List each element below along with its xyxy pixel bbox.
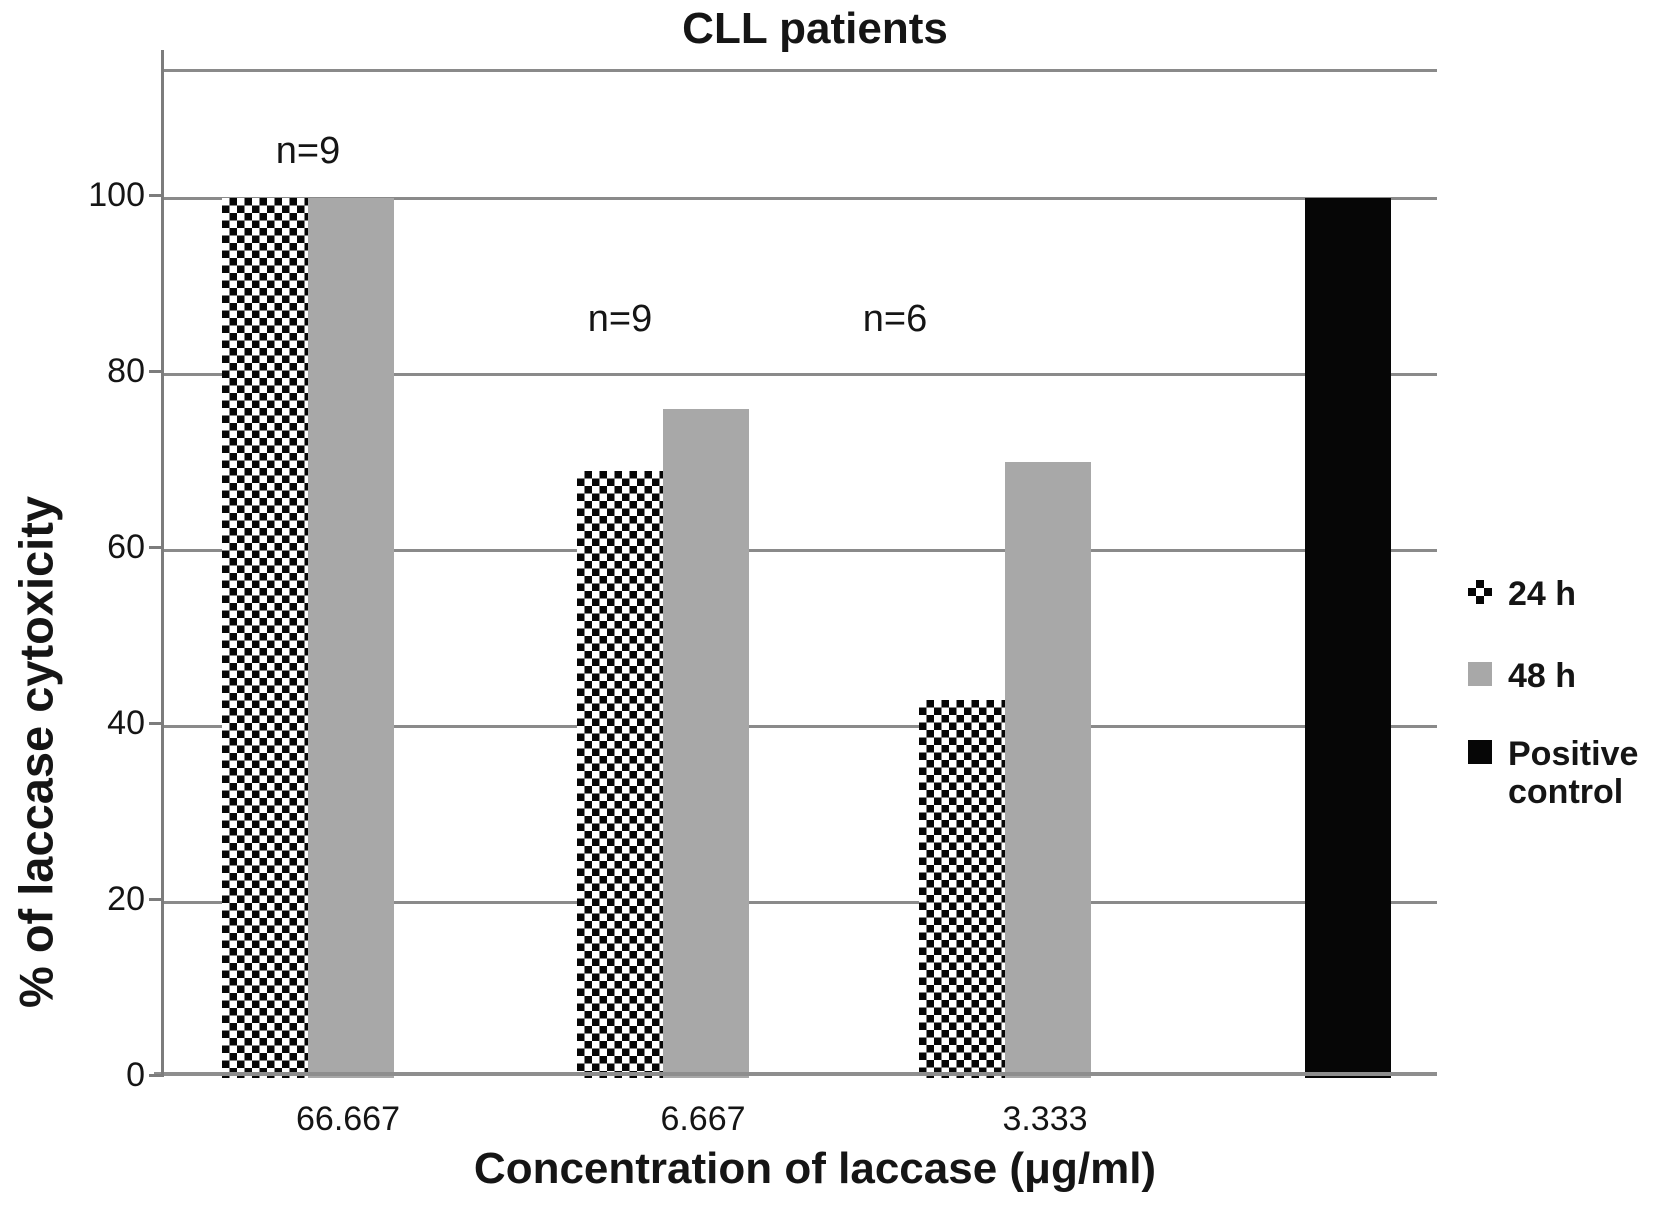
y-tick-label-80: 80 bbox=[107, 352, 145, 390]
gridline-60 bbox=[163, 549, 1437, 552]
y-tick-label-100: 100 bbox=[88, 176, 145, 214]
y-tick-label-60: 60 bbox=[107, 528, 145, 566]
y-tick-80 bbox=[149, 370, 163, 373]
y-tick-40 bbox=[149, 722, 163, 725]
gridline-100 bbox=[163, 197, 1437, 200]
bar-Positivecontrol-Positive-control bbox=[1305, 198, 1391, 1078]
x-tick-label-66.667: 66.667 bbox=[296, 1100, 400, 1138]
annotation-n6-3.333: n=6 bbox=[862, 298, 928, 340]
gridline-20 bbox=[163, 901, 1437, 904]
y-tick-60 bbox=[149, 546, 163, 549]
y-tick-0 bbox=[149, 1074, 163, 1077]
bar-24h-6.667 bbox=[577, 470, 663, 1078]
bar-24h-66.667 bbox=[222, 198, 308, 1078]
legend-item-24h: 24 h bbox=[1468, 575, 1668, 613]
bar-48h-6.667 bbox=[663, 409, 749, 1078]
black-swatch-icon bbox=[1468, 740, 1492, 764]
x-axis-title: Concentration of laccase (μg/ml) bbox=[473, 1144, 1157, 1193]
y-tick-label-40: 40 bbox=[107, 704, 145, 742]
gridline-40 bbox=[163, 725, 1437, 728]
x-tick-label-6.667: 6.667 bbox=[660, 1100, 746, 1138]
legend-label-positive-control: Positive control bbox=[1508, 735, 1639, 811]
bar-48h-3.333 bbox=[1005, 462, 1091, 1078]
legend: 24 h 48 h Positive control bbox=[1468, 575, 1668, 811]
gray-swatch-icon bbox=[1468, 662, 1492, 686]
y-tick-label-0: 0 bbox=[126, 1056, 145, 1094]
legend-label-24h: 24 h bbox=[1508, 575, 1577, 613]
checker-swatch-icon bbox=[1468, 580, 1492, 604]
x-tick-label-3.333: 3.333 bbox=[1002, 1100, 1088, 1138]
bar-48h-66.667 bbox=[308, 198, 394, 1078]
legend-label-48h: 48 h bbox=[1508, 657, 1577, 695]
chart-title: CLL patients bbox=[682, 4, 948, 53]
y-tick-label-20: 20 bbox=[107, 880, 145, 918]
x-axis-line bbox=[154, 1072, 1437, 1076]
gridline-80 bbox=[163, 373, 1437, 376]
plot-area bbox=[163, 69, 1437, 1078]
y-axis-line bbox=[161, 50, 164, 1077]
y-tick-20 bbox=[149, 898, 163, 901]
y-axis-title: % of laccase cytoxicity bbox=[9, 495, 63, 1009]
legend-item-positive-control: Positive control bbox=[1468, 735, 1668, 811]
legend-item-48h: 48 h bbox=[1468, 657, 1668, 695]
annotation-n9-6.667: n=9 bbox=[587, 298, 653, 340]
annotation-n9-66.667: n=9 bbox=[275, 130, 341, 172]
bar-24h-3.333 bbox=[919, 699, 1005, 1078]
y-tick-100 bbox=[149, 194, 163, 197]
